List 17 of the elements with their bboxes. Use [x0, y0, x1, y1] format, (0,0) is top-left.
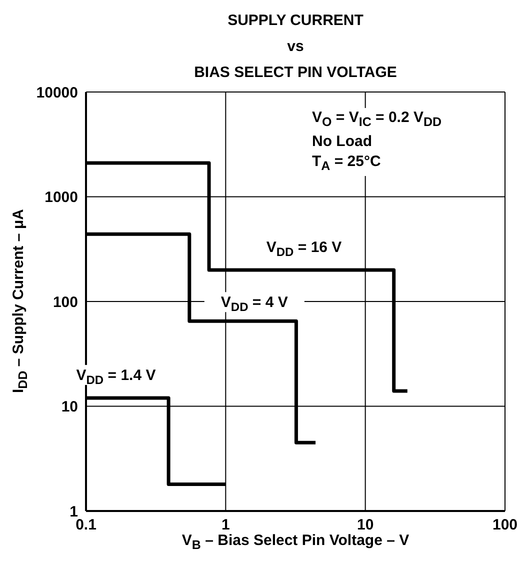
x-axis-title: V$_{B}$ – Bias Select Pin Voltage – V [180, 532, 410, 552]
y-tick-label: 1000 [44, 189, 78, 206]
x-tick-label: 10 [356, 516, 374, 534]
annotation: T$_{A}$ = 25°C [312, 152, 382, 175]
x-tick-label: 0.1 [76, 516, 96, 534]
series-label: V$_{DD}$ = 16 V [266, 238, 342, 259]
annotation: V$_{O}$ = V$_{IC}$ = 0.2 V$_{DD}$ [312, 108, 442, 131]
y-tick-label: 10 [61, 398, 78, 416]
series-label: V$_{DD}$ = 1.4 V [76, 366, 156, 387]
chart-title: SUPPLY CURRENT vs BIAS SELECT PIN VOLTAGE [193, 11, 398, 83]
y-tick-label: 1 [70, 503, 78, 520]
annotation: No Load [312, 132, 373, 152]
x-tick-label: 100 [492, 516, 517, 534]
series-label: V$_{DD}$ = 4 V [220, 294, 288, 314]
x-tick-label: 1 [221, 516, 230, 534]
y-tick-label: 100 [52, 294, 78, 311]
y-tick-label: 10000 [36, 84, 78, 102]
